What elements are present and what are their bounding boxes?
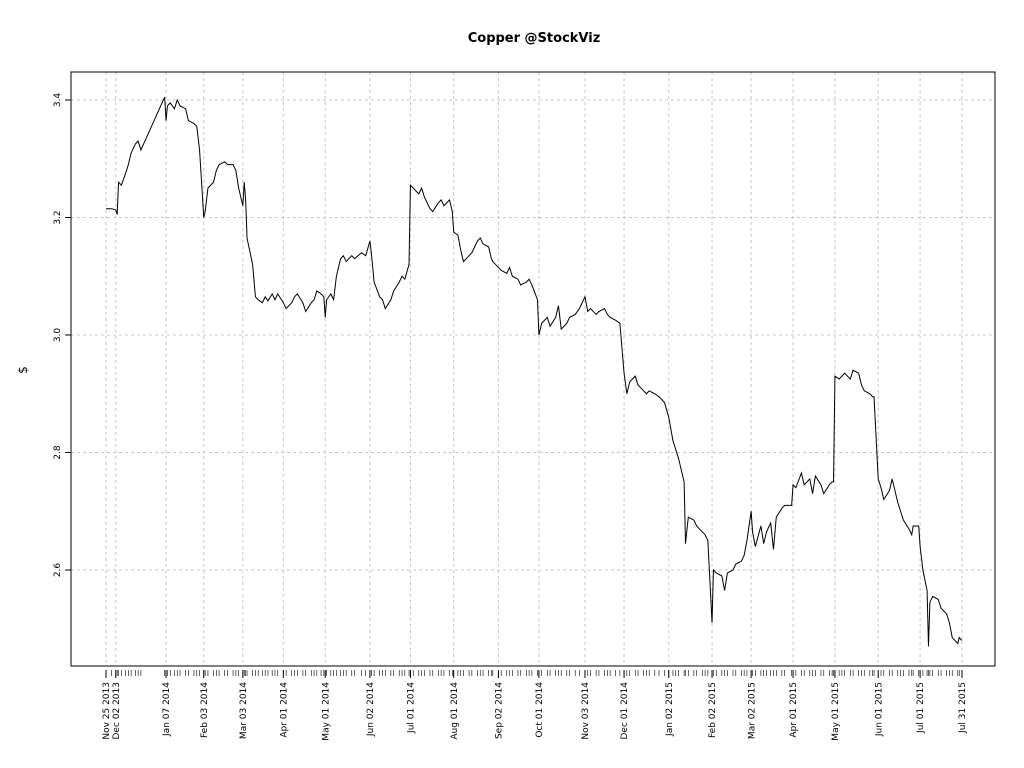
y-tick-label: 3.0 — [53, 328, 63, 343]
x-tick-label: Jul 31 2015 — [958, 682, 968, 734]
x-tick-label: Mar 03 2014 — [239, 682, 249, 739]
x-tick-label: May 01 2015 — [831, 682, 841, 741]
x-tick-label: Mar 02 2015 — [747, 682, 757, 739]
series-layer — [106, 96, 963, 647]
y-axis-label: $ — [16, 366, 30, 374]
grid — [71, 72, 995, 666]
x-tick-label: Dec 01 2014 — [620, 682, 630, 740]
series-line-copper — [106, 96, 963, 647]
x-tick-label: Jul 01 2015 — [916, 682, 926, 734]
x-tick-label: Aug 01 2014 — [450, 682, 460, 740]
x-tick-label: Jan 07 2014 — [162, 682, 172, 737]
x-tick-label: Feb 02 2015 — [708, 682, 718, 738]
x-tick-label: Apr 01 2015 — [789, 682, 799, 738]
x-tick-label: Jun 01 2015 — [874, 682, 884, 737]
y-tick-label: 2.8 — [53, 445, 63, 460]
x-tick-label: Jul 01 2014 — [407, 682, 417, 734]
y-tick-label: 2.6 — [53, 563, 63, 578]
x-tick-label: Nov 25 2013 — [102, 682, 112, 740]
x-tick-label: Apr 01 2014 — [279, 682, 289, 738]
x-tick-label: Sep 02 2014 — [495, 682, 505, 739]
x-tick-label: Feb 03 2014 — [200, 682, 210, 738]
x-tick-label: Jun 02 2014 — [366, 682, 376, 737]
y-tick-label: 3.2 — [53, 210, 63, 224]
y-axis: 2.6 2.8 3.0 3.2 3.4 — [53, 93, 71, 578]
x-tick-label: Dec 02 2013 — [112, 682, 122, 740]
x-tick-label: May 01 2014 — [321, 682, 331, 741]
plot-border — [70, 71, 996, 667]
chart-title: Copper @StockViz — [468, 31, 601, 46]
x-tick-label: Jan 02 2015 — [665, 682, 675, 737]
x-axis: Nov 25 2013 Dec 02 2013 Jan 07 2014 Feb 03 … — [102, 670, 968, 741]
y-tick-label: 3.4 — [53, 93, 63, 108]
x-tick-label: Oct 01 2014 — [535, 682, 545, 738]
x-tick-label: Nov 03 2014 — [581, 682, 591, 740]
